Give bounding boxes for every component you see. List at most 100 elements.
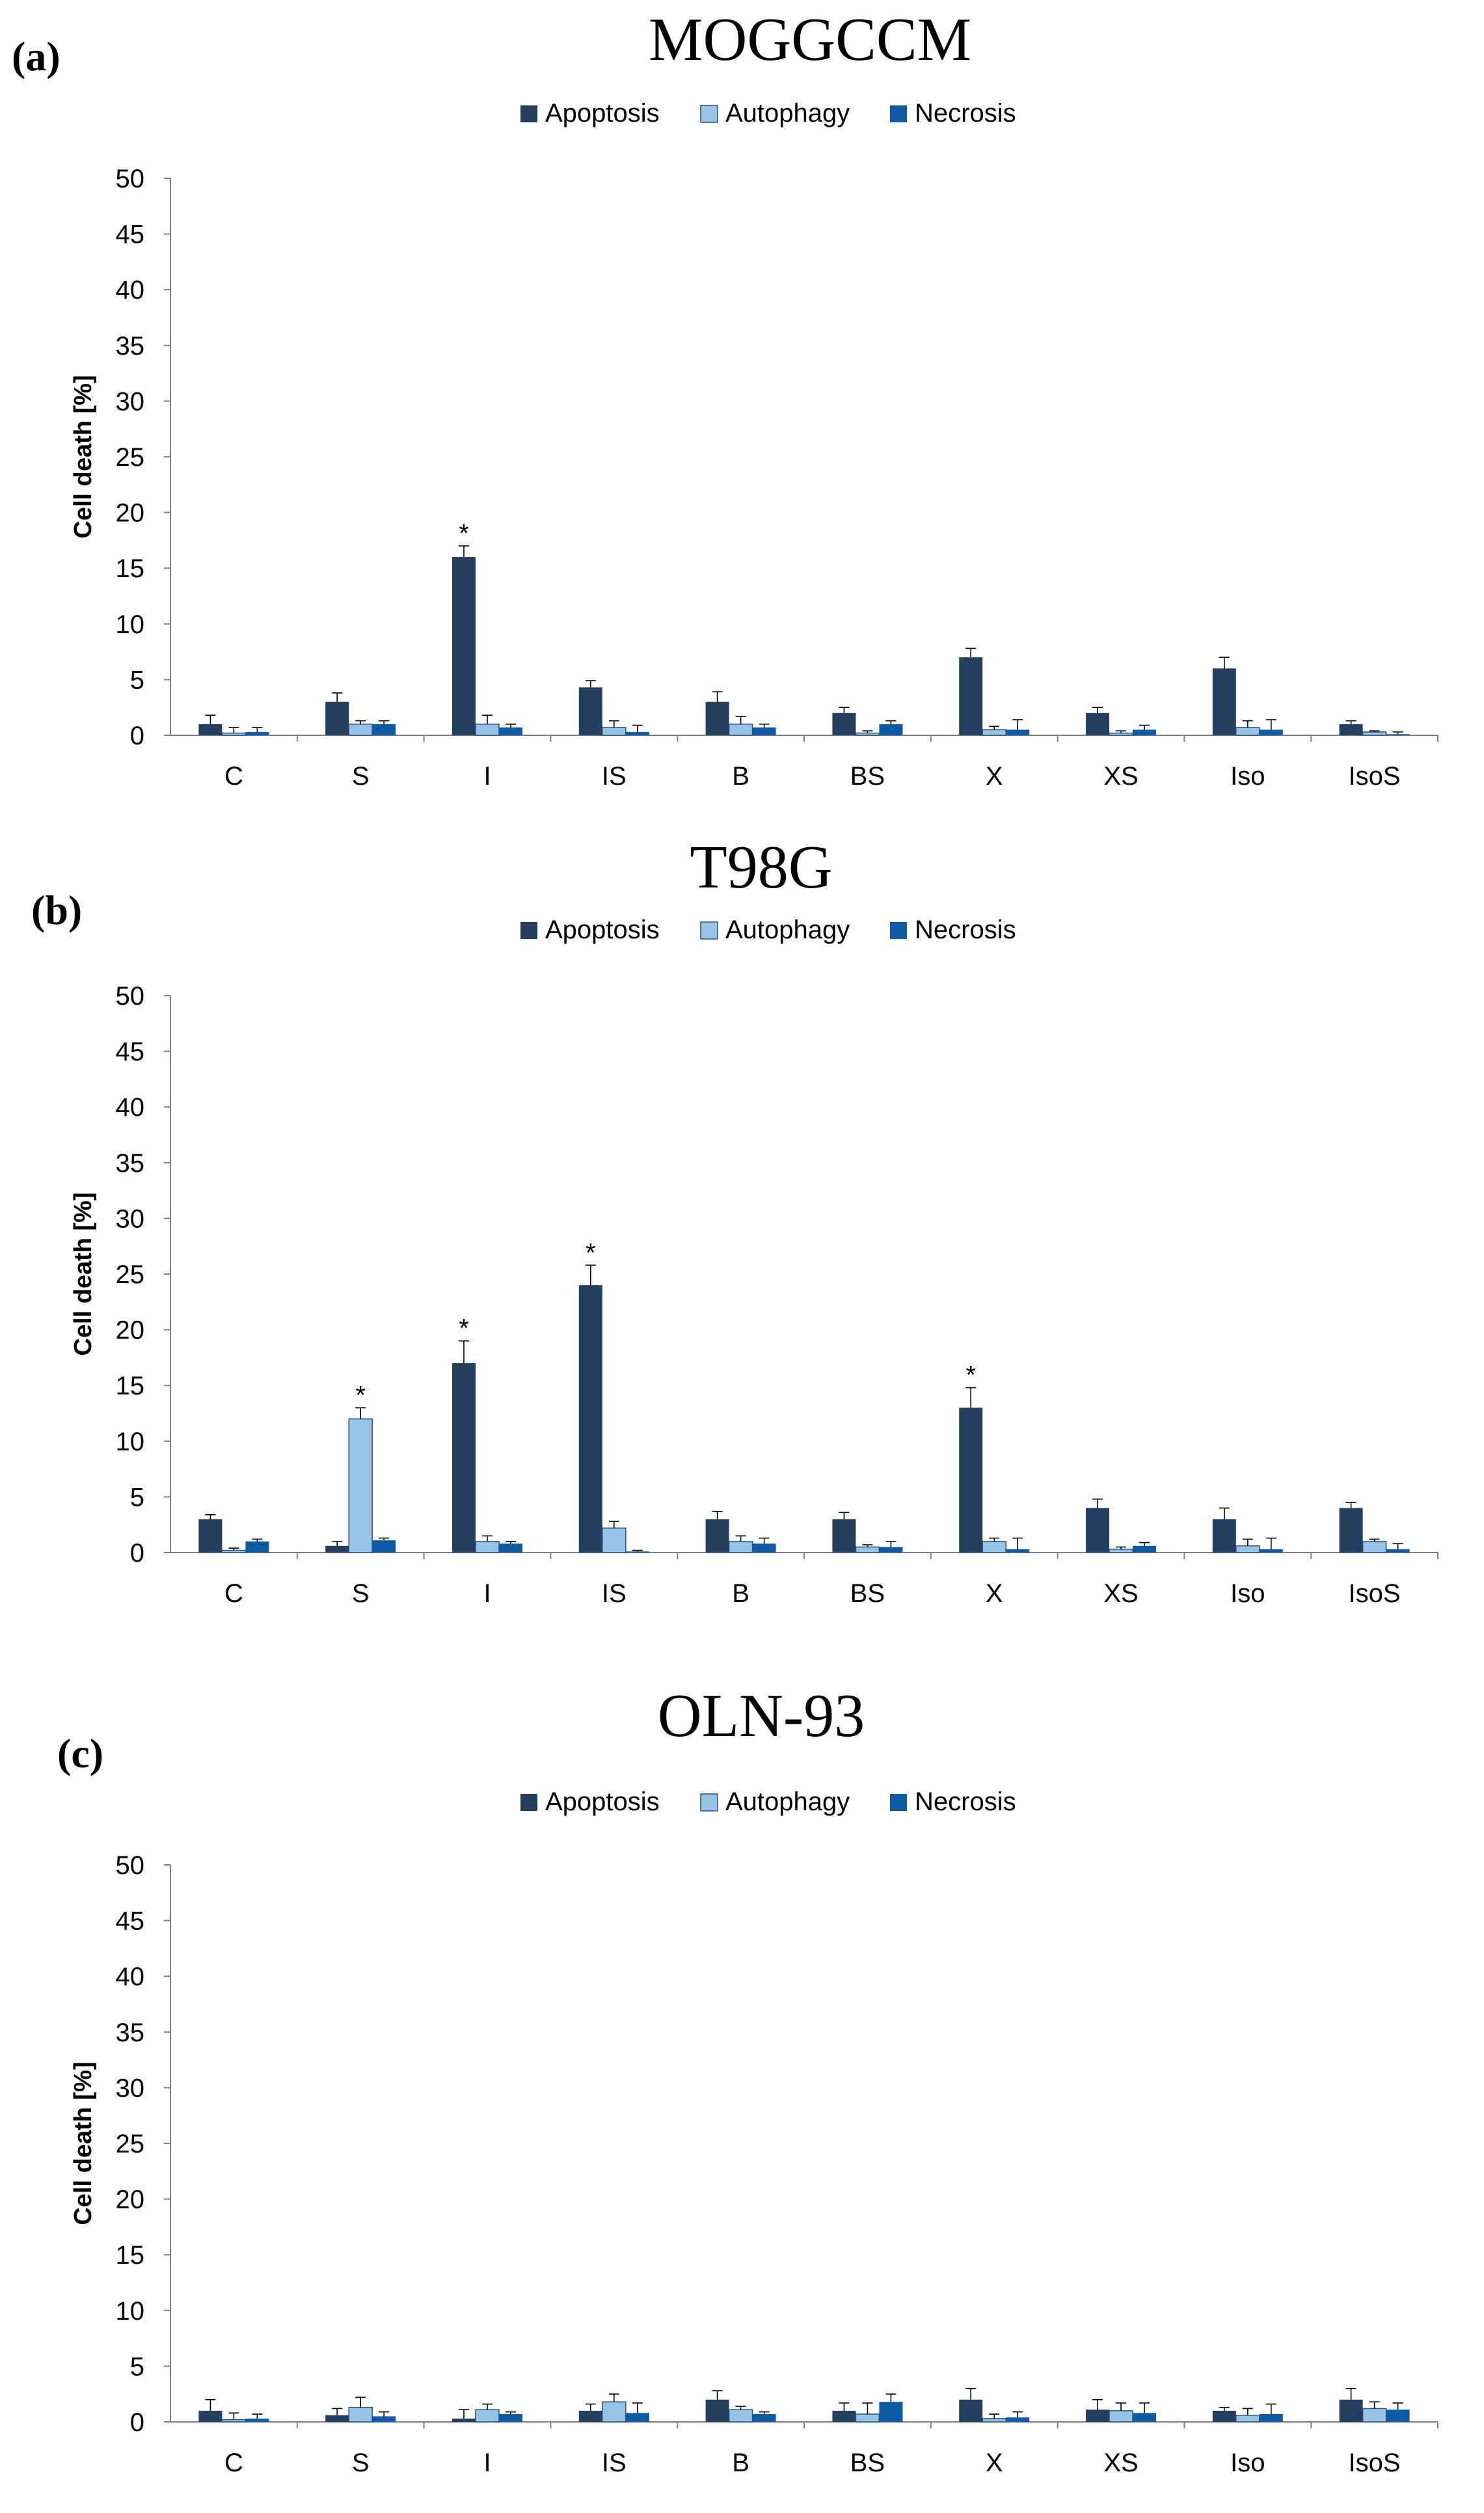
x-tick-label: C: [224, 762, 243, 791]
x-tick-label: X: [986, 2449, 1003, 2477]
y-tick-label: 40: [116, 1093, 145, 1122]
x-tick-label: S: [352, 1579, 370, 1608]
y-axis-label: Cell death [%]: [70, 2061, 97, 2225]
bar-necrosis-s: [372, 1540, 396, 1553]
x-tick-label: Iso: [1230, 1579, 1265, 1608]
y-tick-label: 10: [116, 1428, 145, 1456]
y-tick-label: 20: [116, 2186, 145, 2214]
bar-apoptosis-s: [325, 701, 349, 735]
x-tick-label: BS: [850, 2449, 885, 2477]
bar-apoptosis-i: [452, 557, 476, 735]
bar-necrosis-isos: [1386, 2410, 1410, 2422]
bar-apoptosis-isos: [1339, 2399, 1363, 2422]
bar-apoptosis-isos: [1339, 1508, 1363, 1553]
y-tick-label: 5: [130, 2352, 144, 2381]
y-tick-label: 5: [130, 1483, 144, 1512]
legend: Apoptosis Autophagy Necrosis: [520, 916, 1016, 944]
bar-necrosis-xs: [1133, 2413, 1156, 2422]
bar-necrosis-b: [752, 727, 776, 735]
bar-necrosis-iso: [1259, 2414, 1283, 2422]
x-tick-label: X: [986, 1579, 1003, 1608]
bar-necrosis-b: [752, 2414, 776, 2422]
bar-necrosis-x: [1006, 729, 1030, 735]
bar-autophagy-i: [475, 2409, 500, 2423]
y-tick-label: 30: [116, 387, 145, 416]
bar-apoptosis-iso: [1212, 1519, 1236, 1553]
bar-autophagy-b: [728, 1541, 753, 1553]
bar-autophagy-isos: [1362, 1541, 1387, 1553]
legend-label-apoptosis: Apoptosis: [545, 99, 660, 128]
bar-apoptosis-iso: [1212, 668, 1236, 735]
bar-apoptosis-xs: [1086, 1508, 1109, 1553]
y-tick-label: 5: [130, 666, 144, 694]
bar-autophagy-bs: [855, 1546, 880, 1553]
bar-necrosis-xs: [1133, 1545, 1156, 1553]
bar-apoptosis-b: [705, 2399, 729, 2422]
y-tick-label: 50: [116, 165, 145, 193]
bar-apoptosis-xs: [1086, 713, 1109, 735]
bar-autophagy-isos: [1362, 731, 1387, 736]
bar-apoptosis-c: [198, 2410, 223, 2422]
bar-apoptosis-bs: [832, 713, 856, 735]
x-tick-label: I: [483, 2449, 491, 2477]
bar-autophagy-i: [475, 1541, 500, 1553]
bar-necrosis-s: [372, 2416, 396, 2422]
legend-label-necrosis: Necrosis: [915, 916, 1016, 944]
y-tick-label: 0: [130, 722, 144, 750]
bar-autophagy-x: [982, 729, 1006, 736]
y-axis-label: Cell death [%]: [70, 375, 97, 538]
legend-swatch-necrosis: [890, 922, 907, 939]
legend-swatch-autophagy: [700, 1793, 718, 1812]
bar-autophagy-iso: [1235, 2414, 1260, 2423]
bar-necrosis-x: [1006, 2417, 1030, 2422]
bar-apoptosis-i: [452, 1363, 476, 1553]
bar-necrosis-isos: [1386, 734, 1410, 735]
y-tick-label: 35: [116, 1149, 145, 1178]
bar-autophagy-bs: [855, 732, 880, 736]
x-tick-label: XS: [1103, 1579, 1138, 1608]
y-tick-label: 45: [116, 221, 145, 249]
bar-apoptosis-c: [198, 724, 223, 735]
x-tick-label: X: [986, 762, 1003, 791]
bar-autophagy-s: [348, 724, 373, 736]
x-tick-label: IS: [602, 1579, 627, 1608]
bar-apoptosis-bs: [832, 2410, 856, 2422]
y-tick-label: 45: [116, 1038, 145, 1066]
legend: Apoptosis Autophagy Necrosis: [520, 99, 1016, 128]
legend-swatch-apoptosis: [520, 105, 537, 122]
y-tick-label: 30: [116, 1204, 145, 1233]
x-tick-label: XS: [1103, 762, 1138, 791]
significance-mark: *: [965, 1361, 976, 1390]
bar-autophagy-xs: [1109, 1549, 1133, 1553]
y-tick-label: 0: [130, 1539, 144, 1568]
x-tick-label: IS: [602, 762, 627, 791]
x-tick-label: C: [224, 2449, 243, 2477]
bar-autophagy-iso: [1235, 1545, 1260, 1553]
legend-label-apoptosis: Apoptosis: [545, 916, 660, 944]
x-tick-label: IsoS: [1349, 2449, 1401, 2477]
bar-apoptosis-x: [959, 1407, 983, 1553]
chart-panel-2: T98G (b) Apoptosis Autophagy Necrosis 0 5 10 15 2…: [31, 834, 1438, 1608]
bar-apoptosis-s: [325, 1545, 349, 1553]
legend-swatch-autophagy: [700, 105, 718, 123]
legend-label-necrosis: Necrosis: [915, 1787, 1016, 1816]
panel-label: (a): [12, 33, 61, 79]
bar-necrosis-i: [499, 727, 522, 735]
bar-autophagy-isos: [1362, 2408, 1387, 2423]
bar-apoptosis-s: [325, 2415, 349, 2422]
y-tick-label: 20: [116, 1316, 145, 1345]
x-tick-label: IsoS: [1349, 762, 1401, 791]
legend-swatch-apoptosis: [520, 1794, 537, 1811]
bar-apoptosis-isos: [1339, 724, 1363, 735]
bar-apoptosis-xs: [1086, 2410, 1109, 2422]
y-tick-label: 45: [116, 1907, 145, 1936]
x-tick-label: C: [224, 1579, 243, 1608]
bar-apoptosis-b: [705, 701, 729, 735]
bar-necrosis-bs: [879, 724, 903, 735]
chart-panel-1: MOGGCCM (a) Apoptosis Autophagy Necrosis 0 5 10…: [12, 6, 1438, 791]
y-tick-label: 30: [116, 2074, 145, 2102]
x-tick-label: S: [352, 762, 370, 791]
bar-autophagy-is: [602, 2401, 627, 2423]
legend-label-autophagy: Autophagy: [725, 916, 850, 944]
bar-apoptosis-iso: [1212, 2410, 1236, 2422]
